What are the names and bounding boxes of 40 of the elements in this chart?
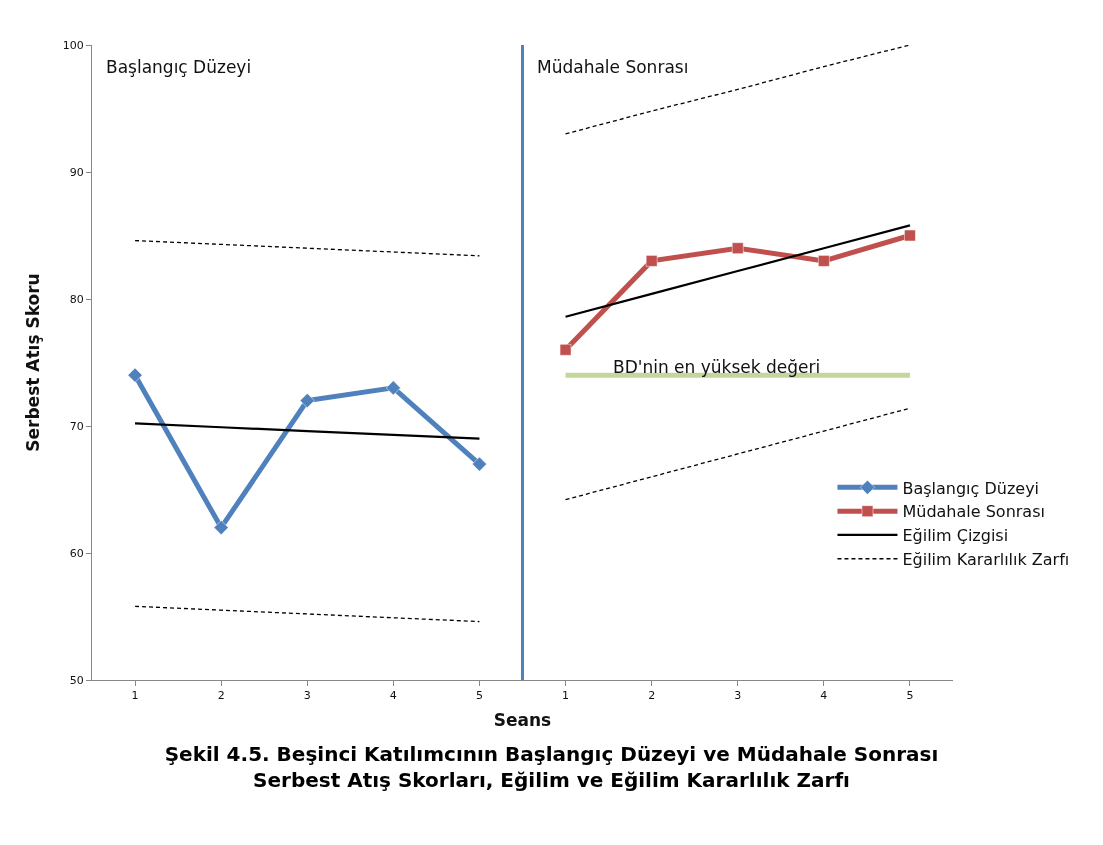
x-tick-label: 5 — [906, 689, 914, 703]
line-series — [134, 605, 481, 623]
line-series — [134, 239, 481, 257]
legend-label: Eğilim Çizgisi — [902, 526, 1009, 546]
x-tick-label: 3 — [734, 689, 742, 703]
text: Şekil 4.5. Beşinci Katılımcının Başlangıç Düzeyi ve Müdahale Sonrası Serbest Atış Skorları, Eğilim ve Eğilim Kararlılık Zarfı — [164, 741, 939, 792]
annotation: Başlangıç Düzeyi — [106, 57, 252, 77]
point — [732, 242, 744, 254]
y-tick-label: 90 — [69, 165, 84, 179]
x-tick-label: 4 — [389, 689, 397, 703]
point — [213, 520, 229, 535]
legend-label: Eğilim Kararlılık Zarfı — [902, 549, 1070, 569]
x-tick-label: 5 — [475, 689, 483, 703]
annotation: BD'nin en yüksek değeri — [613, 357, 821, 377]
point — [127, 367, 143, 383]
x-tick-label: 2 — [217, 689, 225, 703]
legend-label: Başlangıç Düzeyi — [902, 478, 1040, 498]
x-tick-label: 1 — [562, 689, 570, 703]
point — [645, 255, 658, 267]
line-series — [133, 422, 481, 440]
point — [904, 229, 916, 242]
x-tick-label: 3 — [303, 689, 311, 703]
x-tick-label: 1 — [131, 689, 139, 703]
x-axis-title: Seans — [493, 709, 552, 730]
y-tick-label: 80 — [69, 292, 84, 306]
point — [299, 393, 315, 408]
point — [472, 456, 487, 472]
x-tick-label: 2 — [648, 689, 656, 703]
y-tick-label: 70 — [69, 419, 84, 433]
y-tick-label: 100 — [62, 38, 84, 52]
annotation: Müdahale Sonrası — [537, 57, 689, 77]
y-tick-label: 60 — [69, 546, 84, 560]
point — [559, 344, 572, 356]
point — [818, 255, 830, 267]
y-axis-title: Serbest Atış Skoru — [23, 273, 44, 452]
y-tick-label: 50 — [69, 673, 84, 687]
x-tick-label: 4 — [820, 689, 828, 703]
legend-label: Müdahale Sonrası — [902, 502, 1045, 522]
point — [385, 380, 401, 396]
line-series — [564, 224, 912, 318]
